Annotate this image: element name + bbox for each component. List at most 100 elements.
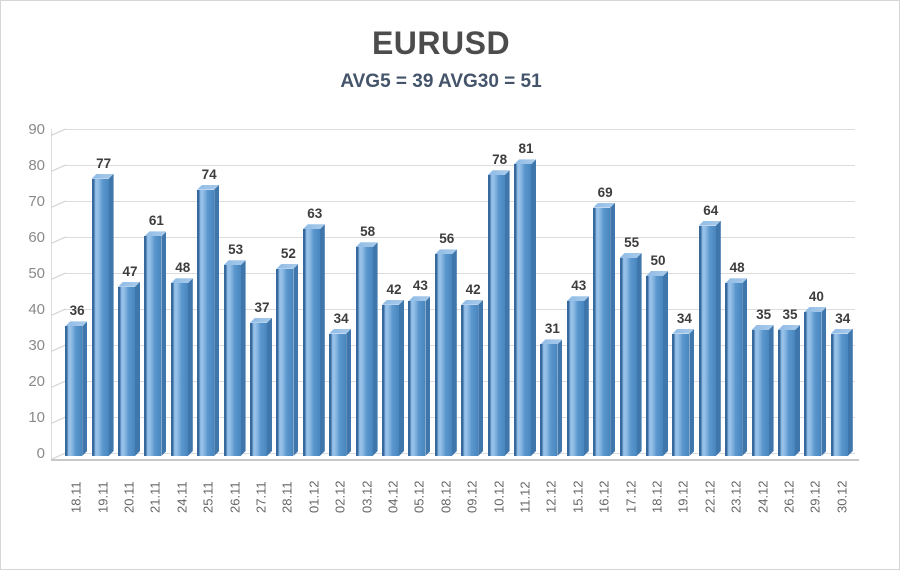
bar <box>804 312 822 456</box>
x-tick-label: 26.11 <box>227 481 243 513</box>
bar-side-face <box>689 329 694 456</box>
bar-side-face <box>795 325 800 456</box>
x-tick-label: 25.11 <box>200 481 216 513</box>
gridline-depth-segment <box>50 200 66 208</box>
bar-side-face <box>531 159 536 456</box>
x-tick-label: 24.11 <box>174 481 190 513</box>
x-tick-label: 03.12 <box>359 480 375 513</box>
x-tick-label: 18.11 <box>68 481 84 513</box>
bar-value-label: 47 <box>122 263 138 279</box>
y-tick-label: 70 <box>28 193 45 210</box>
gridline-depth-segment <box>50 164 66 172</box>
x-tick-label: 02.12 <box>332 480 348 513</box>
bar-value-label: 48 <box>175 260 191 276</box>
y-tick-label: 50 <box>28 265 45 282</box>
x-tick-label: 24.12 <box>755 480 771 513</box>
bar <box>461 304 479 456</box>
x-tick-label: 16.12 <box>596 480 612 513</box>
x-tick-label: 17.12 <box>623 480 639 513</box>
gridline <box>65 309 855 310</box>
bar-side-face <box>557 339 562 456</box>
bar <box>434 254 452 456</box>
bar-top-face <box>725 278 748 284</box>
bar-top-face <box>434 249 457 255</box>
bar-value-label: 43 <box>571 278 587 294</box>
bar-side-face <box>452 249 457 456</box>
bar-value-label: 40 <box>808 289 824 304</box>
bar-top-face <box>329 328 352 334</box>
bar-value-label: 63 <box>307 206 323 222</box>
bar-value-label: 81 <box>518 141 534 157</box>
y-tick-label: 40 <box>28 301 45 318</box>
gridline <box>65 201 855 202</box>
y-tick-label: 60 <box>28 229 45 246</box>
bar <box>593 207 611 456</box>
bar-side-face <box>373 242 378 456</box>
bar-top-face <box>487 170 510 176</box>
bar-side-face <box>399 300 404 456</box>
bar-value-label: 50 <box>650 253 666 268</box>
bar <box>302 229 320 456</box>
bar-side-face <box>214 185 219 456</box>
bar <box>91 178 109 456</box>
bar-side-face <box>109 174 114 456</box>
bar-value-label: 53 <box>228 242 244 258</box>
x-tick-label: 22.12 <box>702 480 718 513</box>
bar-side-face <box>241 260 246 456</box>
bar-top-face <box>91 173 114 179</box>
bar-top-face <box>250 317 272 323</box>
bar <box>355 247 373 456</box>
bar-side-face <box>425 296 430 456</box>
gridline-depth-segment <box>50 416 66 424</box>
y-tick-label: 0 <box>36 445 45 462</box>
x-tick-label: 19.12 <box>675 480 691 513</box>
bar <box>751 330 769 456</box>
bar-top-face <box>461 299 484 305</box>
bar <box>619 258 637 456</box>
bar-value-label: 42 <box>465 281 481 297</box>
bar <box>276 268 294 456</box>
chart-title: EURUSD <box>371 25 511 61</box>
bar-value-label: 31 <box>544 321 560 337</box>
bar-value-label: 58 <box>360 224 376 240</box>
bar-value-label: 42 <box>386 281 402 297</box>
x-tick-label: 23.12 <box>728 480 744 513</box>
gridline <box>65 381 855 382</box>
bar-top-face <box>302 224 325 230</box>
bar-side-face <box>82 321 87 456</box>
x-tick-label: 28.11 <box>279 481 295 513</box>
bar <box>725 283 743 456</box>
bar-side-face <box>742 278 747 456</box>
x-tick-label: 04.12 <box>385 480 401 513</box>
bar <box>250 322 267 456</box>
bar-value-label: 78 <box>492 152 508 168</box>
x-tick-label: 09.12 <box>464 480 480 513</box>
bar <box>408 301 426 456</box>
bar-top-face <box>170 278 193 284</box>
gridline-depth-segment <box>50 344 66 352</box>
bar-value-label: 34 <box>333 310 349 326</box>
x-tick-label: 21.11 <box>147 481 163 513</box>
bar-side-face <box>769 325 774 456</box>
y-tick-label: 80 <box>28 157 45 174</box>
bar <box>65 326 83 456</box>
bar-value-label: 48 <box>729 260 745 276</box>
bar-value-label: 43 <box>412 278 428 294</box>
bar <box>144 236 162 456</box>
bar-top-face <box>65 321 88 327</box>
bar-value-label: 61 <box>148 213 164 229</box>
floor-front-edge <box>51 459 859 461</box>
bar-side-face <box>584 296 589 456</box>
bar-side-face <box>267 318 272 456</box>
gridline <box>65 237 855 238</box>
bar-top-face <box>619 253 642 258</box>
bar-value-label: 34 <box>835 310 851 326</box>
bar-value-label: 34 <box>676 310 692 326</box>
bar-value-label: 69 <box>597 184 613 200</box>
gridline <box>65 345 855 346</box>
bar-value-label: 74 <box>201 166 217 182</box>
y-tick-label: 90 <box>28 121 45 138</box>
bar-top-face <box>355 242 378 248</box>
